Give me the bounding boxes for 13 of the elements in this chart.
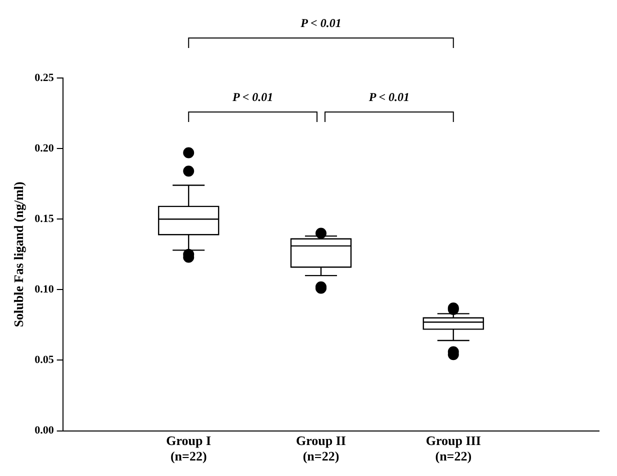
y-axis-title: Soluble Fas ligand (ng/ml): [11, 182, 26, 328]
y-tick-label: 0.00: [34, 424, 54, 437]
annotation: P < 0.01: [232, 90, 274, 104]
x-tick-label: Group III (n=22): [426, 432, 481, 464]
annotation: P < 0.01: [368, 90, 410, 104]
y-tick-label: 0.10: [34, 284, 54, 296]
y-tick-label: 0.25: [34, 72, 54, 84]
x-tick-label: Group II (n=22): [296, 432, 346, 464]
y-tick-label: 0.20: [34, 142, 54, 154]
text: P < 0.01: [300, 16, 342, 30]
y-tick-label: 0.05: [34, 354, 54, 366]
x-tick-label: Group I (n=22): [166, 432, 212, 464]
y-tick-label: 0.15: [34, 212, 54, 225]
